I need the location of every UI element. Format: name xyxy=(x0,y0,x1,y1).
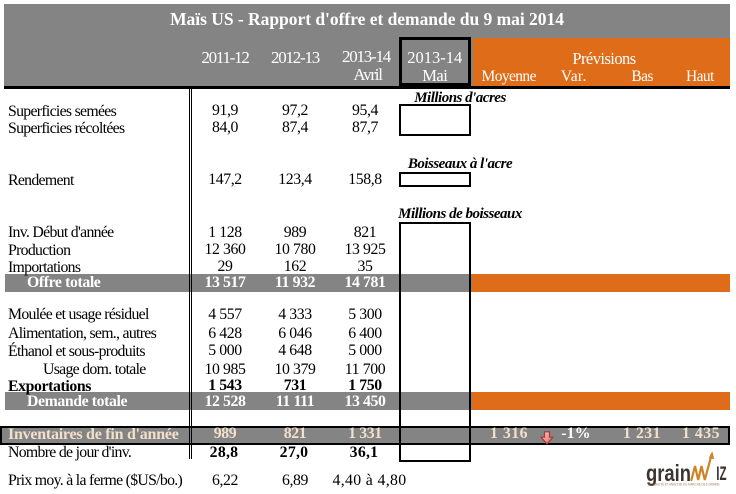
svg-text:grain: grain xyxy=(646,460,691,486)
svg-text:IZ: IZ xyxy=(716,463,726,485)
svg-text:ACTUALITÉ ET ANALYSE DU MARCHÉ: ACTUALITÉ ET ANALYSE DU MARCHÉ DES GRAIN… xyxy=(648,482,720,487)
